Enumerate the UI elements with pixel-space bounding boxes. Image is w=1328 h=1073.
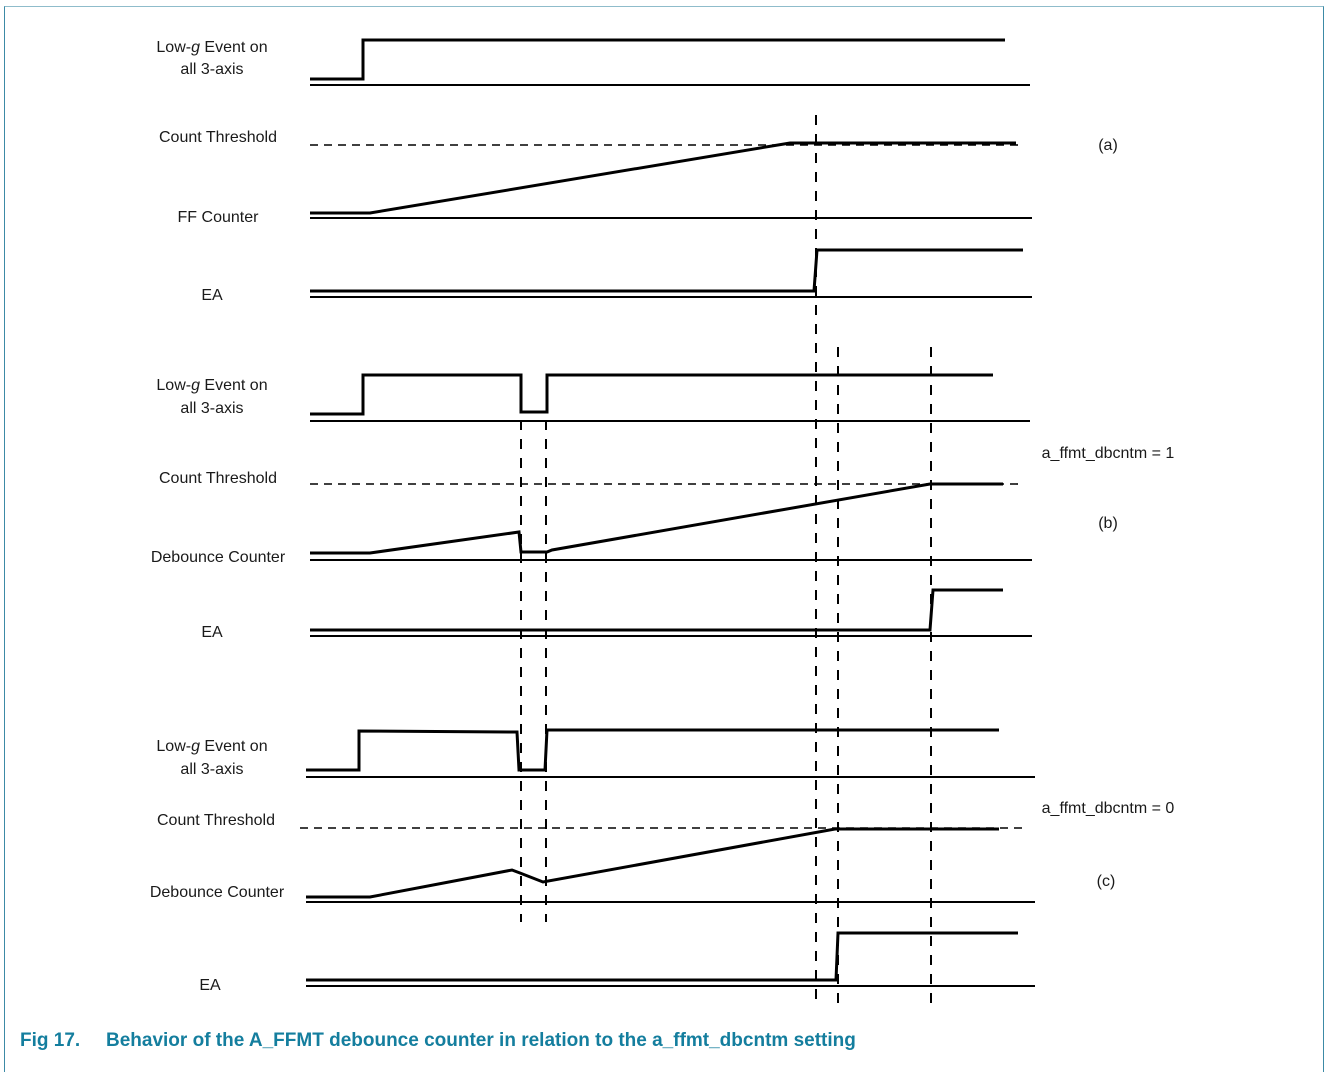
signal-label-counter: Debounce Counter	[150, 884, 285, 901]
panel-tag: (c)	[1097, 873, 1116, 890]
waveform-counter	[310, 141, 1016, 215]
timing-markers	[520, 115, 932, 1003]
figure-caption: Fig 17. Behavior of the A_FFMT debounce c…	[20, 1030, 856, 1052]
waveform-lowg	[306, 728, 999, 772]
signal-label-lowg: Low-g Event on	[156, 738, 267, 755]
panel-c: Low-g Event on all 3-axis Count Threshol…	[150, 728, 1175, 994]
signal-label-lowg: Low-g Event on	[156, 377, 267, 394]
panel-tag: (b)	[1098, 515, 1118, 532]
signal-label-threshold: Count Threshold	[157, 812, 275, 829]
caption-text: Behavior of the A_FFMT debounce counter …	[106, 1030, 856, 1051]
signal-label-lowg-line2: all 3-axis	[180, 761, 243, 778]
waveform-ea	[310, 248, 1023, 293]
signal-label-lowg-line2: all 3-axis	[180, 61, 243, 78]
timing-diagram: Low-g Event on all 3-axis Count Threshol…	[150, 38, 1175, 1003]
signal-label-lowg-line2: all 3-axis	[180, 400, 243, 417]
waveform-lowg	[310, 38, 1005, 81]
signal-label-ea: EA	[201, 287, 223, 304]
caption-number: Fig 17.	[20, 1030, 81, 1051]
signal-label-ea: EA	[201, 624, 223, 641]
signal-label-ea: EA	[199, 977, 221, 994]
waveform-ea	[310, 588, 1003, 632]
signal-label-lowg: Low-g Event on	[156, 39, 267, 56]
signal-label-threshold: Count Threshold	[159, 129, 277, 146]
setting-label: a_ffmt_dbcntm = 1	[1042, 445, 1175, 462]
waveform-lowg	[310, 373, 993, 416]
waveform-ea	[306, 931, 1018, 982]
waveform-counter	[310, 482, 1003, 555]
signal-label-counter: Debounce Counter	[151, 549, 286, 566]
panel-a: Low-g Event on all 3-axis Count Threshol…	[156, 38, 1118, 304]
signal-label-counter: FF Counter	[178, 209, 260, 226]
setting-label: a_ffmt_dbcntm = 0	[1042, 800, 1175, 817]
figure-frame	[4, 6, 1324, 1072]
signal-label-threshold: Count Threshold	[159, 470, 277, 487]
panel-tag: (a)	[1098, 137, 1118, 154]
waveform-counter	[306, 827, 999, 899]
panel-b: Low-g Event on all 3-axis Count Threshol…	[151, 373, 1175, 641]
